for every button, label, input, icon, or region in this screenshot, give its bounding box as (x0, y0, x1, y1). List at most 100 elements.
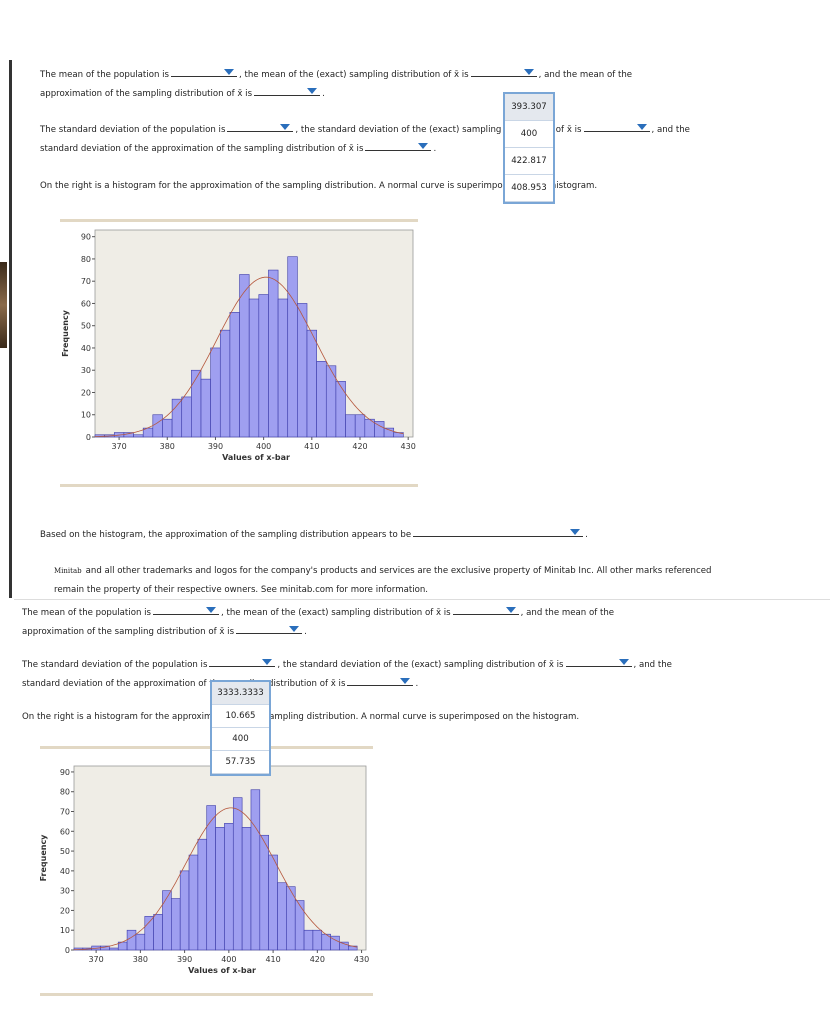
bar (232, 797, 243, 951)
tan-rule (40, 746, 373, 749)
x-axis-label: Values of x-bar (188, 966, 256, 975)
dropdown[interactable] (413, 526, 584, 537)
x-tick-label: 390 (177, 955, 192, 964)
bar (287, 256, 298, 438)
dropdown[interactable] (209, 656, 276, 667)
dropdown[interactable] (470, 66, 537, 77)
dropdown-option[interactable]: 408.953 (505, 175, 553, 202)
bar (297, 303, 308, 438)
bar (229, 312, 240, 438)
dropdown-option[interactable]: 3333.3333 (212, 682, 269, 705)
dropdown[interactable] (452, 604, 519, 615)
x-tick-label: 380 (133, 955, 148, 964)
bar (354, 414, 366, 438)
y-tick-label: 20 (81, 388, 91, 397)
histogram-note: On the right is a histogram for the appr… (40, 181, 598, 191)
y-tick-label: 0 (86, 433, 91, 442)
bar (277, 882, 287, 951)
y-tick-label: 40 (60, 867, 70, 876)
x-tick-label: 400 (256, 442, 271, 451)
y-tick-label: 60 (60, 827, 70, 836)
y-tick-label: 30 (81, 366, 91, 375)
text-segment: Based on the histogram, the approximatio… (40, 530, 412, 540)
bar (294, 900, 305, 951)
y-tick-label: 60 (81, 299, 91, 308)
x-tick-label: 430 (401, 442, 416, 451)
bar (306, 329, 317, 438)
x-axis-label: Values of x-bar (222, 453, 290, 462)
dropdown[interactable] (365, 140, 432, 151)
normal-curve (73, 807, 358, 951)
bar (239, 274, 250, 438)
dropdown-option[interactable]: 400 (505, 121, 553, 148)
question-text: The mean of the population is , the mean … (40, 66, 690, 104)
bar (206, 805, 216, 951)
bar (219, 329, 231, 438)
tan-rule (40, 993, 373, 996)
text-segment: , the standard deviation of the (exact) … (295, 125, 582, 135)
text-segment: , the mean of the (exact) sampling distr… (221, 608, 451, 618)
y-tick-label: 0 (65, 946, 70, 955)
bar (316, 361, 327, 438)
dropdown-listbox: 393.307 400 422.817 408.953 (503, 92, 555, 204)
bar (335, 381, 346, 438)
dropdown-option[interactable]: 422.817 (505, 148, 553, 175)
bar (126, 929, 137, 951)
bar (210, 347, 221, 438)
text-segment: . (415, 679, 419, 689)
question-text: The standard deviation of the population… (22, 656, 672, 694)
dropdown[interactable] (347, 675, 414, 686)
bar (268, 854, 278, 951)
text-segment: . (585, 530, 588, 540)
question-text: The mean of the population is , the mean … (22, 604, 672, 642)
bar (303, 929, 314, 951)
normal-curve (94, 276, 404, 437)
y-tick-label: 20 (60, 906, 70, 915)
dropdown-option[interactable]: 57.735 (212, 751, 269, 774)
bar (179, 870, 190, 951)
x-tick-label: 420 (352, 442, 367, 451)
dropdown-option[interactable]: 393.307 (505, 94, 553, 121)
bar (248, 298, 260, 438)
dropdown-option[interactable]: 400 (212, 728, 269, 751)
text-segment: , the mean of the (exact) sampling distr… (239, 70, 469, 80)
dropdown[interactable] (171, 66, 237, 77)
dropdown[interactable] (565, 656, 632, 667)
dropdown[interactable] (583, 121, 650, 132)
separator (14, 599, 830, 600)
bar (135, 933, 146, 951)
bar (171, 398, 183, 438)
dropdown[interactable] (236, 623, 303, 634)
dropdown-option[interactable]: 10.665 (212, 705, 269, 728)
bar (197, 838, 208, 951)
x-tick-label: 400 (221, 955, 236, 964)
text-segment: , and the mean of the approximation of t… (40, 70, 633, 99)
y-tick-label: 70 (60, 808, 70, 817)
y-tick-label: 90 (81, 233, 91, 242)
question-text: Based on the histogram, the approximatio… (40, 526, 690, 545)
text-segment: . (433, 144, 437, 154)
bar (277, 298, 289, 438)
bar (109, 947, 119, 951)
bar (153, 914, 163, 951)
dropdown[interactable] (254, 85, 321, 96)
y-axis-label: Frequency (61, 309, 70, 357)
text-segment: . (304, 627, 307, 637)
bar (268, 269, 279, 438)
y-tick-label: 80 (60, 788, 70, 797)
tan-rule (60, 219, 418, 222)
bar (258, 294, 269, 438)
dropdown[interactable] (153, 604, 219, 615)
trademark-text: and all other trademarks and logos for t… (54, 566, 712, 595)
bar (241, 827, 252, 951)
text-segment: The mean of the population is (40, 70, 169, 80)
dropdown[interactable] (227, 121, 294, 132)
text-segment: , and the standard deviation of the appr… (22, 660, 672, 689)
text-segment: The mean of the population is (22, 608, 151, 618)
trademark: Minitab and all other trademarks and logo… (54, 562, 724, 600)
minitab-logo: Minitab (54, 567, 82, 575)
bar (215, 827, 225, 951)
bar (162, 418, 173, 438)
